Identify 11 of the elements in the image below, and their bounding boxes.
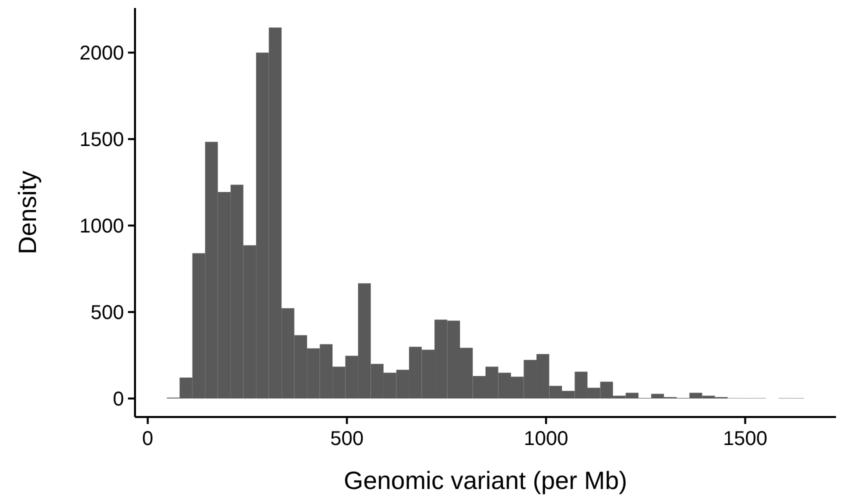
y-tick-label: 1000 xyxy=(80,216,124,238)
x-tick-label: 0 xyxy=(142,428,154,450)
y-tick-label: 0 xyxy=(112,388,124,410)
y-tick-label: 2000 xyxy=(80,42,124,65)
y-tick-label: 1500 xyxy=(80,129,124,152)
y-tick-label: 500 xyxy=(90,302,124,324)
x-axis-title: Genomic variant (per Mb) xyxy=(344,467,628,495)
x-tick-label: 1000 xyxy=(524,428,568,450)
x-tick-label: 500 xyxy=(330,428,364,450)
y-axis-title: Density xyxy=(14,170,42,254)
x-tick-label: 1500 xyxy=(722,428,768,450)
